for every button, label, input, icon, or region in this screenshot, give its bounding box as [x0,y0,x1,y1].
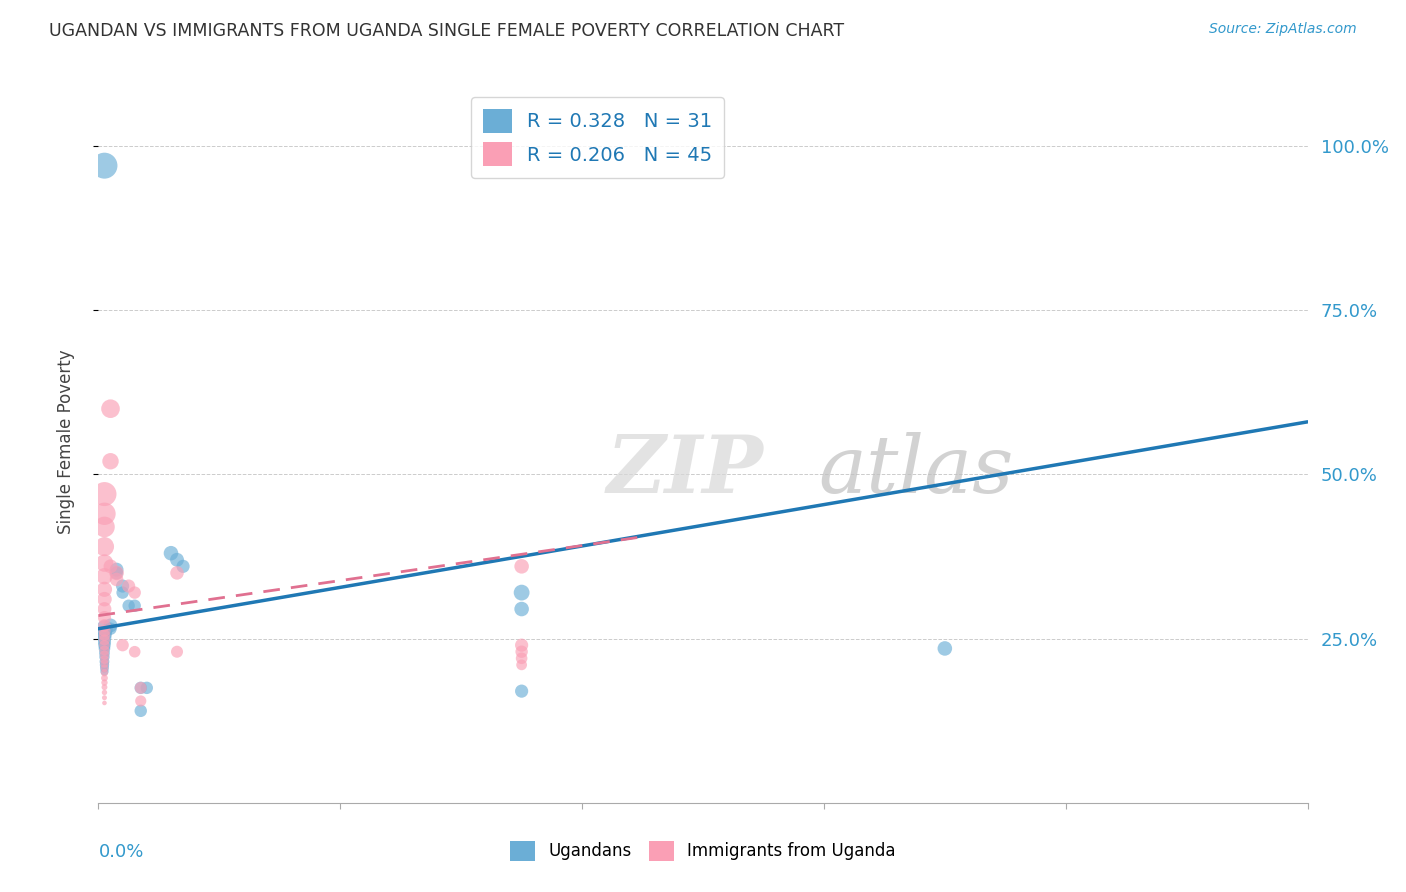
Point [93,643,115,657]
Point [93,646,115,660]
Point [510,657,533,672]
Point [93,624,115,638]
Legend: R = 0.328   N = 31, R = 0.206   N = 45: R = 0.328 N = 31, R = 0.206 N = 45 [471,97,724,178]
Point [510,651,533,665]
Point [93,582,115,597]
Point [93,638,115,652]
Point [93,507,115,521]
Text: Source: ZipAtlas.com: Source: ZipAtlas.com [1209,22,1357,37]
Point [93,675,115,690]
Point [111,579,134,593]
Point [124,585,146,599]
Point [93,661,115,675]
Legend: Ugandans, Immigrants from Uganda: Ugandans, Immigrants from Uganda [503,834,903,868]
Point [93,641,115,656]
Point [93,630,115,644]
Point [93,661,115,675]
Point [510,638,533,652]
Point [510,559,533,574]
Point [111,585,134,599]
Point [100,559,122,574]
Point [934,641,956,656]
Text: UGANDAN VS IMMIGRANTS FROM UGANDA SINGLE FEMALE POVERTY CORRELATION CHART: UGANDAN VS IMMIGRANTS FROM UGANDA SINGLE… [49,22,845,40]
Point [510,684,533,698]
Point [93,556,115,570]
Point [93,628,115,642]
Point [510,602,533,616]
Point [166,553,188,567]
Point [93,685,115,699]
Text: atlas: atlas [818,432,1014,509]
Point [100,618,122,632]
Point [124,599,146,613]
Point [93,650,115,665]
Text: ZIP: ZIP [606,432,763,509]
Point [100,401,122,416]
Point [135,681,157,695]
Point [166,645,188,659]
Point [93,665,115,680]
Point [93,622,115,636]
Text: 0.0%: 0.0% [98,843,143,861]
Point [105,573,128,587]
Point [172,559,194,574]
Point [93,540,115,554]
Point [93,610,115,624]
Point [129,704,152,718]
Point [124,645,146,659]
Point [105,566,128,580]
Point [93,159,115,173]
Point [93,592,115,607]
Point [93,655,115,669]
Point [93,520,115,534]
Point [93,632,115,647]
Point [166,566,188,580]
Point [93,696,115,710]
Point [93,635,115,649]
Point [118,599,141,613]
Point [129,681,152,695]
Point [93,626,115,640]
Point [93,665,115,679]
Point [93,680,115,694]
Point [100,454,122,468]
Y-axis label: Single Female Poverty: Single Female Poverty [56,350,75,533]
Point [129,694,152,708]
Point [510,645,533,659]
Point [93,657,115,671]
Point [105,563,128,577]
Point [93,602,115,616]
Point [118,579,141,593]
Point [93,671,115,685]
Point [100,622,122,636]
Point [93,487,115,501]
Point [93,569,115,583]
Point [93,652,115,666]
Point [105,566,128,580]
Point [93,618,115,632]
Point [93,690,115,705]
Point [160,546,183,560]
Point [93,638,115,652]
Point [129,681,152,695]
Point [111,638,134,652]
Point [93,657,115,672]
Point [510,585,533,599]
Point [93,648,115,662]
